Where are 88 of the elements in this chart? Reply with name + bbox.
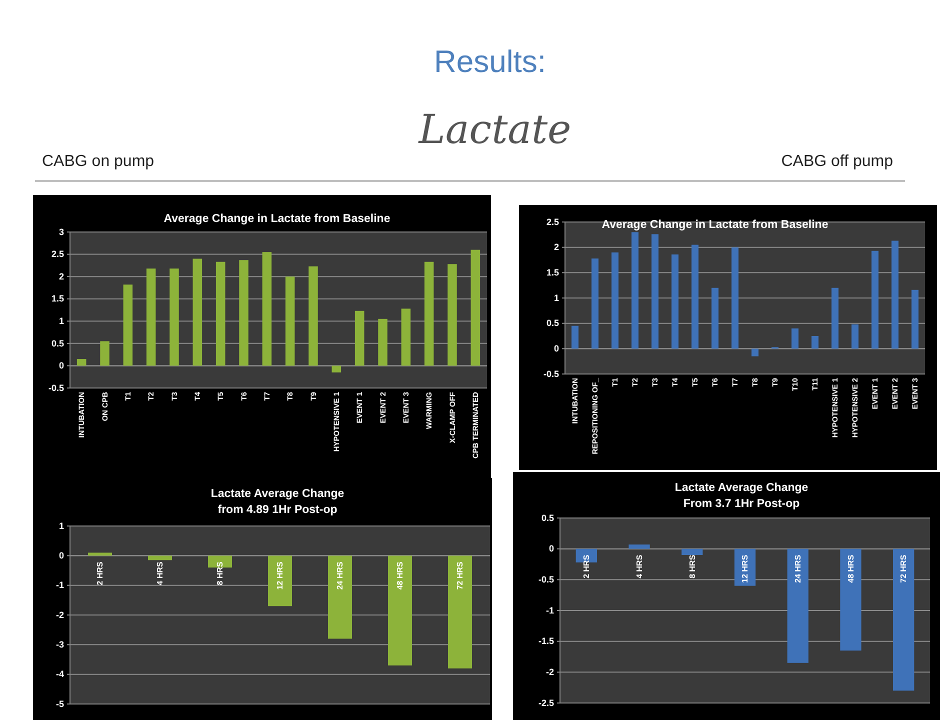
bar bbox=[146, 268, 156, 366]
y-tick-label: -5 bbox=[56, 698, 64, 709]
y-tick-label: 2.5 bbox=[51, 249, 64, 260]
bar bbox=[192, 258, 202, 366]
y-tick-label: 1 bbox=[554, 292, 559, 303]
y-tick-label: -1.5 bbox=[538, 636, 554, 646]
bar bbox=[216, 262, 226, 366]
bar bbox=[123, 284, 133, 366]
y-tick-label: 2.5 bbox=[546, 216, 559, 227]
x-tick-label: 4 HRS bbox=[634, 554, 644, 578]
x-tick-label: 72 HRS bbox=[456, 561, 465, 590]
x-tick-label: 48 HRS bbox=[846, 554, 856, 583]
bar bbox=[652, 234, 658, 349]
x-tick-label: 12 HRS bbox=[740, 554, 750, 583]
bar bbox=[448, 264, 457, 366]
y-tick-label: 0.5 bbox=[546, 318, 559, 328]
bar bbox=[262, 252, 272, 366]
y-tick-label: 3 bbox=[58, 226, 64, 237]
bar bbox=[692, 244, 698, 349]
y-tick-label: 0 bbox=[58, 360, 64, 371]
bar bbox=[892, 240, 898, 349]
bar bbox=[592, 258, 598, 349]
y-tick-label: 0.5 bbox=[51, 338, 64, 348]
bar bbox=[872, 250, 878, 349]
bar bbox=[470, 250, 480, 366]
bar bbox=[752, 348, 758, 356]
bar bbox=[239, 260, 248, 366]
x-tick-label: 8 HRS bbox=[216, 561, 225, 586]
bar bbox=[401, 308, 411, 366]
x-tick-label: 48 HRS bbox=[396, 561, 405, 590]
bar bbox=[100, 341, 110, 366]
text: Lactate bbox=[418, 107, 572, 153]
text: CABG off pump bbox=[781, 153, 894, 170]
y-tick-label: 0.5 bbox=[541, 512, 554, 523]
bar bbox=[424, 262, 434, 366]
y-tick-label: -4 bbox=[56, 669, 64, 680]
x-tick-label: 2 HRS bbox=[582, 554, 592, 578]
chart-subtitle: from 4.89 1Hr Post-op bbox=[218, 504, 338, 516]
bar bbox=[732, 247, 738, 349]
text: Results: bbox=[434, 44, 546, 79]
x-tick-label: 24 HRS bbox=[336, 561, 345, 590]
bar bbox=[672, 254, 678, 349]
bar bbox=[285, 276, 295, 366]
bar bbox=[912, 290, 918, 349]
y-tick-label: -0.5 bbox=[538, 574, 554, 585]
bar bbox=[612, 252, 618, 349]
y-tick-label: -2 bbox=[546, 667, 554, 678]
y-tick-label: 1.5 bbox=[51, 294, 64, 304]
x-tick-label: 2 HRS bbox=[96, 561, 105, 586]
y-tick-label: -1 bbox=[56, 580, 64, 590]
y-tick-label: -2.5 bbox=[538, 698, 554, 708]
x-tick-label: 4 HRS bbox=[156, 561, 165, 586]
y-tick-label: 1.5 bbox=[546, 268, 559, 278]
y-tick-label: 1 bbox=[58, 520, 64, 531]
y-tick-label: -1 bbox=[546, 605, 554, 616]
y-tick-label: -2 bbox=[56, 610, 64, 620]
chart-title: Lactate Average Change bbox=[210, 488, 344, 500]
y-tick-label: 2 bbox=[58, 271, 64, 282]
x-tick-label: 12 HRS bbox=[276, 561, 285, 590]
chart-title: Average Change in Lactate from Baseline bbox=[164, 213, 390, 225]
bar bbox=[332, 366, 342, 372]
chart-subtitle: From 3.7 1Hr Post-op bbox=[683, 498, 800, 510]
y-tick-label: 0 bbox=[58, 550, 64, 561]
bar bbox=[632, 232, 638, 349]
bar bbox=[308, 266, 318, 366]
y-tick-label: -0.5 bbox=[48, 382, 64, 393]
bar bbox=[378, 318, 388, 366]
bar bbox=[76, 359, 86, 366]
y-tick-label: 0 bbox=[548, 544, 554, 554]
bar bbox=[170, 268, 179, 366]
bar bbox=[792, 328, 798, 349]
y-tick-label: 1 bbox=[58, 316, 64, 326]
y-tick-label: -3 bbox=[56, 640, 64, 650]
bar bbox=[572, 326, 578, 349]
x-tick-label: 72 HRS bbox=[899, 554, 908, 583]
bar bbox=[852, 324, 858, 349]
chart-title: Average Change in Lactate from Baseline bbox=[602, 219, 828, 231]
bar bbox=[832, 288, 838, 349]
bar bbox=[812, 336, 818, 349]
x-tick-label: 8 HRS bbox=[688, 554, 697, 578]
text: CABG on pump bbox=[42, 153, 154, 170]
y-tick-label: -0.5 bbox=[543, 368, 559, 379]
bar bbox=[354, 310, 364, 366]
y-tick-label: 0 bbox=[554, 344, 559, 354]
x-tick-label: 24 HRS bbox=[794, 554, 803, 583]
y-tick-label: 2 bbox=[554, 242, 559, 252]
bar bbox=[712, 288, 718, 349]
chart-title: Lactate Average Change bbox=[674, 482, 808, 494]
